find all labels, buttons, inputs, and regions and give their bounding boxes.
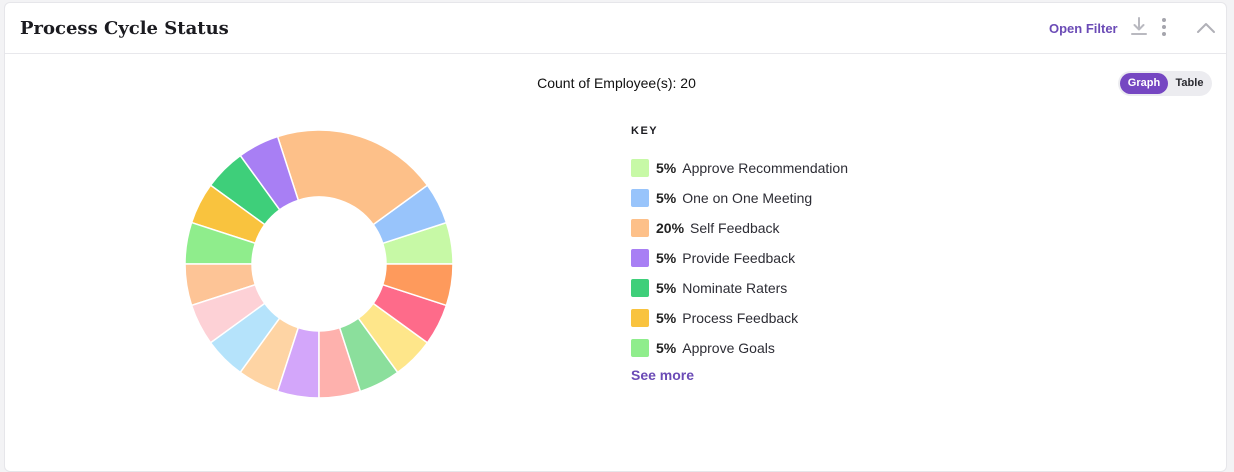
donut-slice-2[interactable] bbox=[276, 129, 429, 226]
legend-swatch bbox=[631, 339, 649, 357]
legend-percent: 20% bbox=[656, 220, 685, 236]
table-toggle-button[interactable]: Table bbox=[1175, 77, 1204, 89]
legend-label: Provide Feedback bbox=[682, 250, 796, 266]
legend-item[interactable]: 5% Approve Recommendation bbox=[631, 153, 848, 183]
legend-label: Process Feedback bbox=[682, 310, 799, 326]
graph-toggle-button[interactable]: Graph bbox=[1120, 73, 1168, 94]
card-title: Process Cycle Status bbox=[20, 18, 229, 39]
legend-percent: 5% bbox=[656, 340, 677, 356]
legend-item[interactable]: 20% Self Feedback bbox=[631, 213, 848, 243]
legend-list: 5% Approve Recommendation 5% One on One … bbox=[631, 153, 848, 363]
legend-label: Approve Recommendation bbox=[682, 160, 848, 176]
legend-label: Self Feedback bbox=[690, 220, 780, 236]
view-toggle: Graph Table bbox=[1118, 71, 1212, 96]
legend-item[interactable]: 5% Process Feedback bbox=[631, 303, 848, 333]
legend-percent: 5% bbox=[656, 280, 677, 296]
open-filter-link[interactable]: Open Filter bbox=[1049, 21, 1118, 36]
legend-title: KEY bbox=[631, 125, 659, 137]
employee-count: Count of Employee(s): 20 bbox=[537, 75, 696, 91]
legend-label: Nominate Raters bbox=[682, 280, 788, 296]
legend-item[interactable]: 5% Approve Goals bbox=[631, 333, 848, 363]
legend-swatch bbox=[631, 279, 649, 297]
legend-label: Approve Goals bbox=[682, 340, 775, 356]
legend-swatch bbox=[631, 189, 649, 207]
legend-label: One on One Meeting bbox=[682, 190, 813, 206]
legend-item[interactable]: 5% Nominate Raters bbox=[631, 273, 848, 303]
download-icon[interactable] bbox=[1131, 17, 1147, 37]
legend-percent: 5% bbox=[656, 310, 677, 326]
legend-swatch bbox=[631, 219, 649, 237]
see-more-link[interactable]: See more bbox=[631, 367, 695, 383]
legend-percent: 5% bbox=[656, 190, 677, 206]
legend-percent: 5% bbox=[656, 250, 677, 266]
chevron-up-icon[interactable] bbox=[1196, 21, 1216, 35]
donut-slice-16[interactable] bbox=[381, 263, 454, 307]
legend-item[interactable]: 5% Provide Feedback bbox=[631, 243, 848, 273]
legend-percent: 5% bbox=[656, 160, 677, 176]
card-header: Process Cycle Status Open Filter bbox=[5, 3, 1226, 54]
process-cycle-status-card: Process Cycle Status Open Filter Count o… bbox=[4, 2, 1227, 472]
more-vertical-icon[interactable] bbox=[1159, 17, 1169, 37]
legend-item[interactable]: 5% One on One Meeting bbox=[631, 183, 848, 213]
legend-swatch bbox=[631, 309, 649, 327]
legend-swatch bbox=[631, 249, 649, 267]
donut-chart bbox=[184, 129, 454, 399]
legend-swatch bbox=[631, 159, 649, 177]
